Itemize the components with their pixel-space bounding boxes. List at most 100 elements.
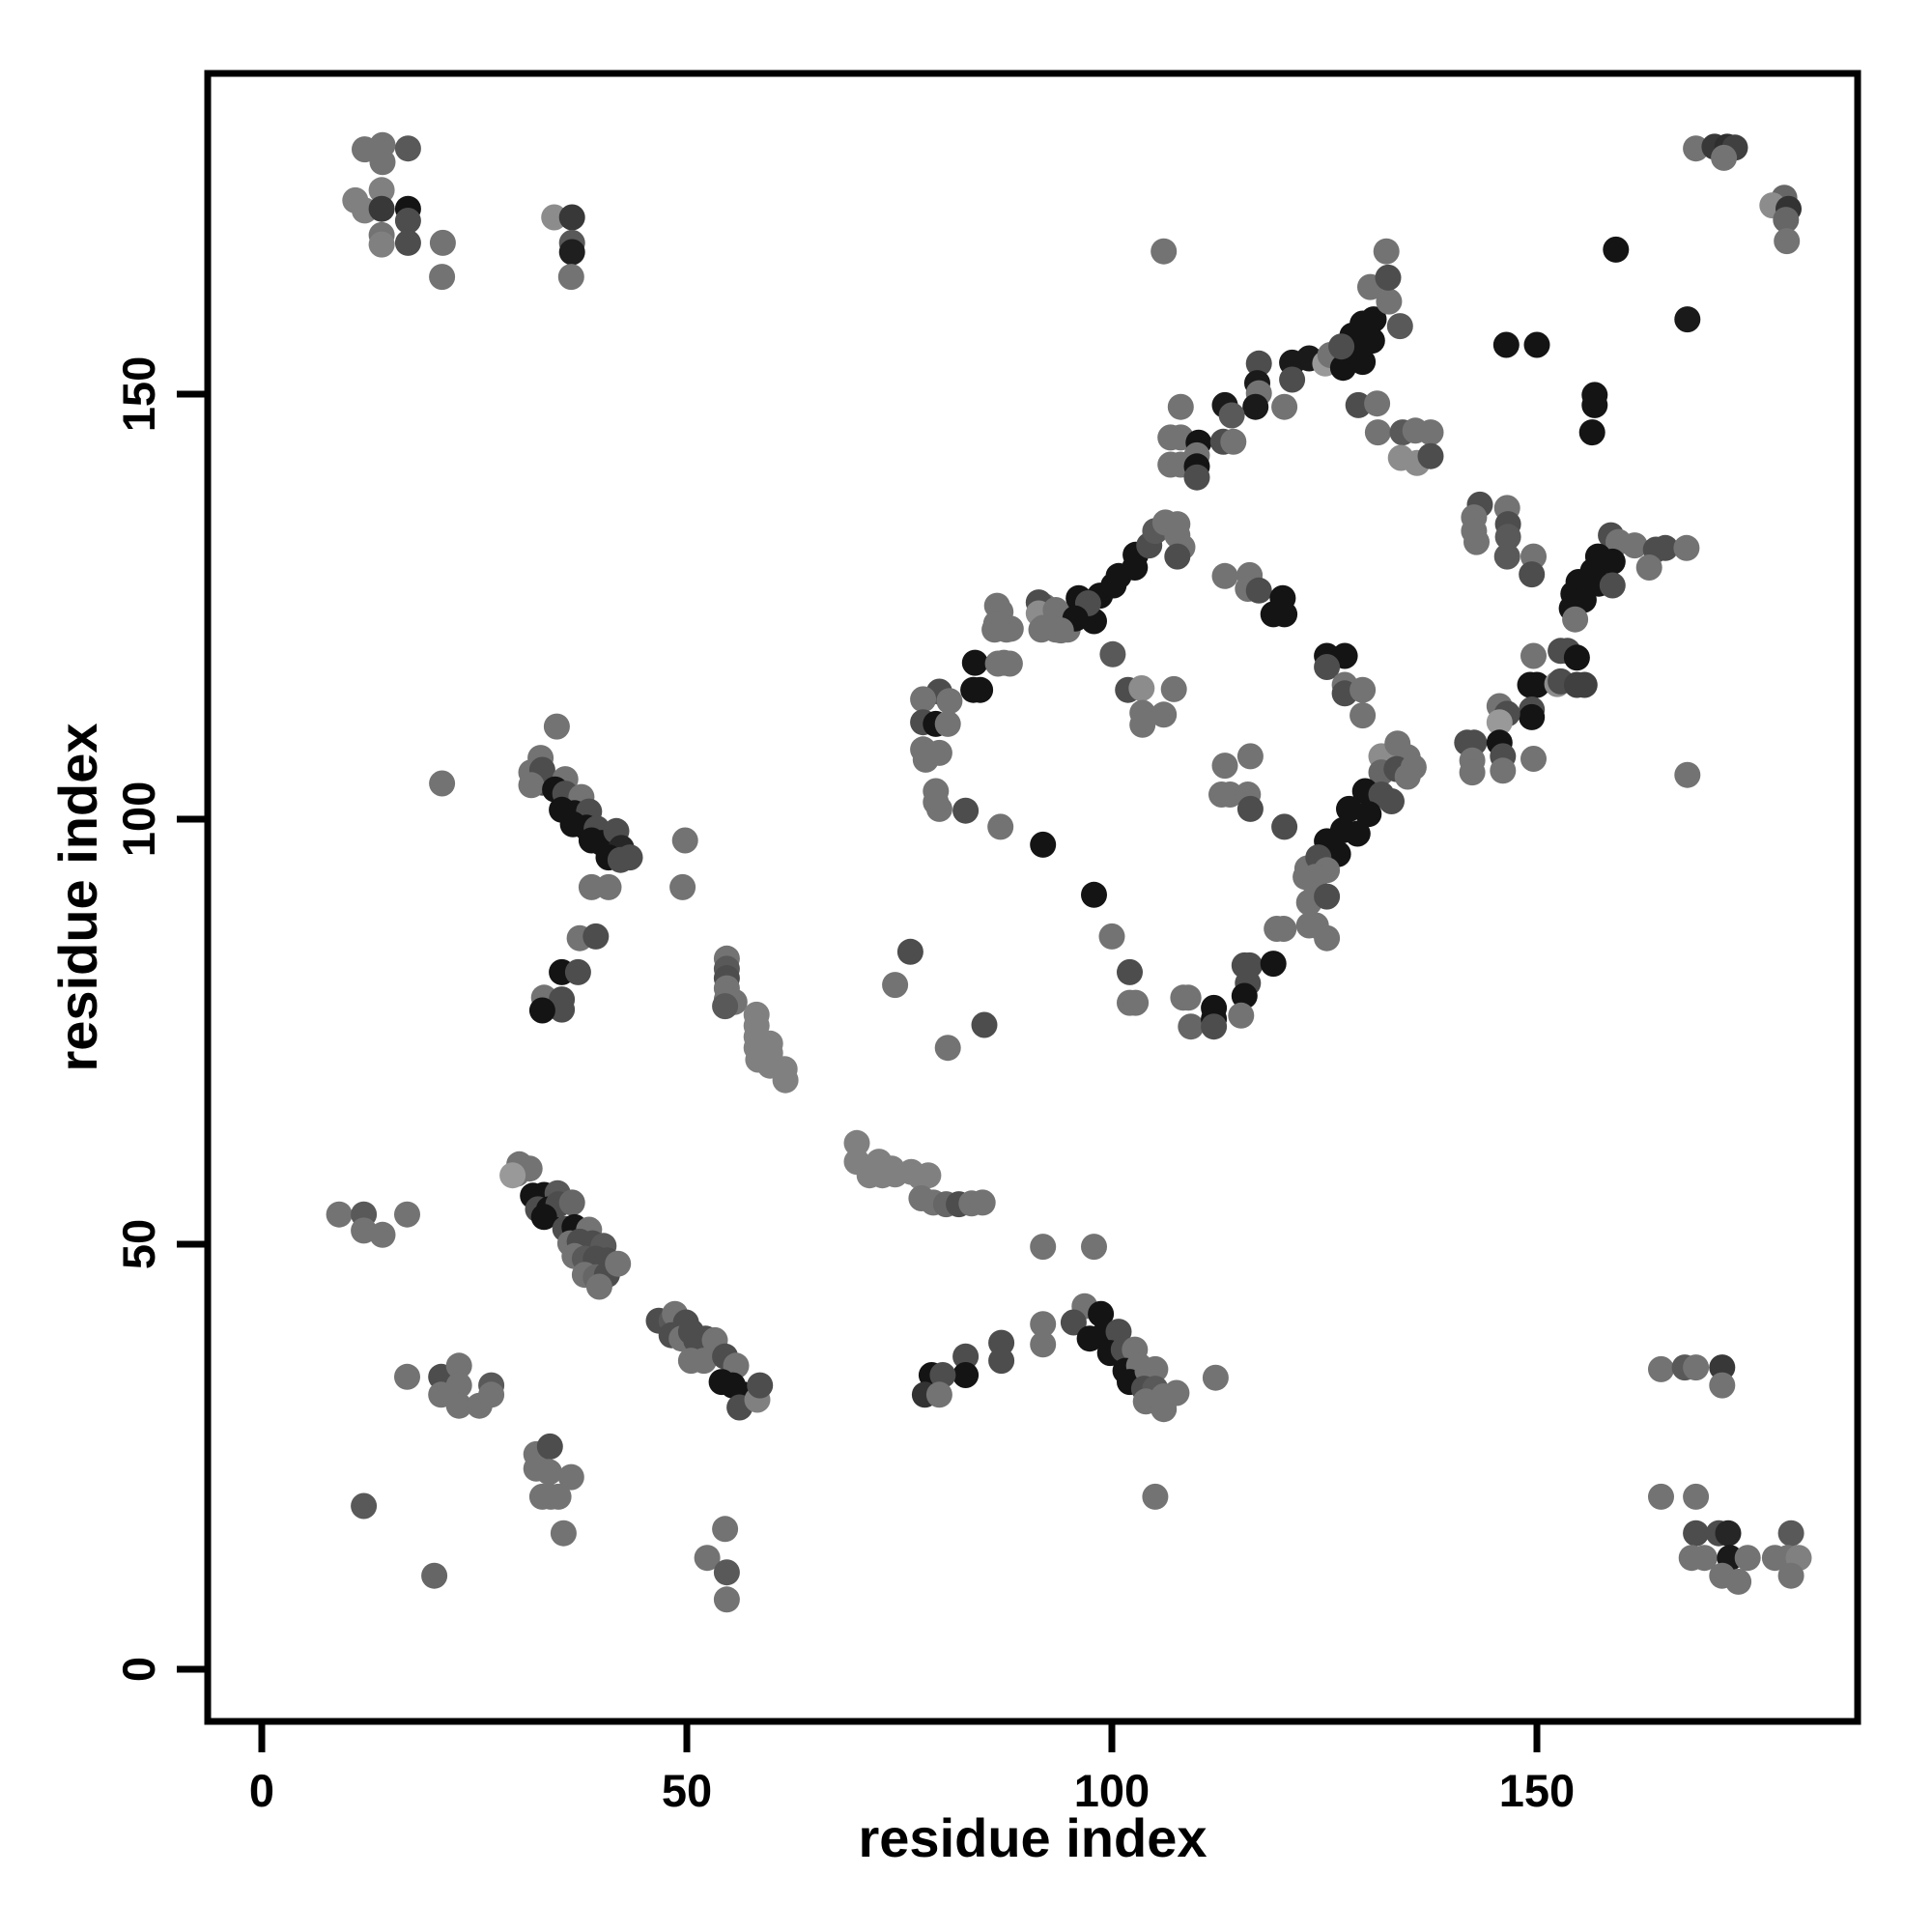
data-point — [1128, 675, 1155, 701]
data-point — [1314, 654, 1341, 680]
data-point — [1183, 464, 1210, 491]
data-point — [351, 1492, 378, 1520]
data-point — [952, 797, 980, 824]
data-point — [1492, 331, 1520, 358]
data-point — [1571, 671, 1598, 698]
data-point — [671, 827, 698, 854]
data-point — [929, 1362, 956, 1388]
y-tick-label: 0 — [113, 1657, 164, 1682]
x-axis-ticks: 0 50 100 150 — [249, 1721, 1575, 1816]
data-point — [1711, 144, 1738, 171]
data-point — [1376, 288, 1403, 315]
data-point — [394, 229, 421, 256]
data-point — [1673, 534, 1700, 561]
data-point — [1099, 640, 1126, 668]
data-point — [369, 149, 396, 176]
data-point — [1178, 1013, 1205, 1040]
data-point — [478, 1381, 505, 1408]
data-point — [1260, 951, 1287, 978]
data-point — [421, 1562, 448, 1589]
data-point — [368, 231, 395, 258]
data-point — [1271, 813, 1298, 840]
data-point — [1519, 703, 1546, 730]
data-point — [1364, 419, 1391, 446]
data-point — [936, 688, 963, 715]
data-point — [582, 923, 610, 950]
data-point — [1220, 428, 1247, 455]
data-point — [1167, 393, 1194, 420]
data-point — [925, 795, 952, 822]
data-point — [1690, 1545, 1718, 1572]
data-point — [988, 1329, 1015, 1356]
data-point — [1060, 1309, 1087, 1336]
data-point — [882, 1161, 909, 1188]
data-point — [558, 239, 585, 266]
data-point — [934, 1035, 961, 1062]
data-point — [1777, 1520, 1804, 1547]
data-point — [1081, 1234, 1107, 1261]
data-point — [969, 1189, 996, 1216]
data-point — [1635, 554, 1662, 581]
data-point — [712, 1516, 739, 1543]
x-tick-label: 50 — [662, 1765, 712, 1816]
data-point — [1648, 1355, 1674, 1382]
data-point — [1734, 1545, 1761, 1572]
data-point — [1674, 306, 1701, 333]
data-point — [585, 1273, 612, 1300]
data-point — [445, 1352, 472, 1379]
data-point — [971, 1011, 998, 1038]
data-point — [394, 1363, 420, 1390]
data-point — [530, 1204, 557, 1231]
data-point — [528, 997, 555, 1024]
data-point — [1151, 1396, 1178, 1423]
data-point — [1463, 528, 1490, 555]
data-point — [368, 195, 395, 222]
data-point — [1242, 393, 1269, 420]
data-point — [1683, 1354, 1710, 1381]
y-axis-title: residue index — [47, 723, 108, 1071]
data-point — [394, 1201, 420, 1228]
data-point — [545, 1483, 572, 1510]
data-point — [1652, 534, 1679, 561]
data-point — [1493, 543, 1520, 570]
data-point — [747, 1372, 774, 1399]
data-point — [543, 713, 570, 740]
data-point — [1344, 820, 1371, 847]
data-point — [1271, 393, 1298, 420]
data-point — [1777, 1562, 1804, 1589]
data-point — [1142, 1483, 1169, 1510]
y-tick-label: 150 — [113, 356, 164, 432]
data-point — [1674, 761, 1701, 788]
data-point — [1175, 984, 1202, 1011]
data-point — [1030, 614, 1057, 641]
data-point — [669, 873, 696, 900]
data-point — [1360, 306, 1387, 333]
data-point — [605, 1250, 632, 1277]
data-point — [1142, 1355, 1169, 1382]
data-point — [1231, 982, 1258, 1009]
y-tick-label: 100 — [113, 781, 164, 857]
data-point — [1355, 801, 1382, 828]
data-point — [1098, 923, 1125, 950]
data-point — [1218, 402, 1245, 429]
data-point — [1774, 228, 1801, 255]
data-point — [394, 208, 421, 234]
data-point — [982, 611, 1009, 638]
data-point — [1486, 709, 1513, 736]
data-point — [558, 204, 585, 231]
data-point — [1202, 1364, 1229, 1391]
data-point — [1725, 1568, 1752, 1595]
data-point — [1384, 730, 1411, 757]
data-point — [445, 1392, 472, 1419]
data-point — [518, 772, 545, 799]
data-point — [1164, 543, 1191, 570]
data-point — [1201, 1013, 1228, 1040]
data-point — [1621, 532, 1648, 559]
data-point — [1245, 577, 1272, 604]
data-point — [1520, 746, 1547, 772]
data-point — [1709, 1372, 1736, 1399]
data-point — [1578, 419, 1605, 446]
data-point — [369, 1221, 396, 1248]
data-point — [1459, 759, 1486, 786]
data-point — [1151, 701, 1178, 728]
